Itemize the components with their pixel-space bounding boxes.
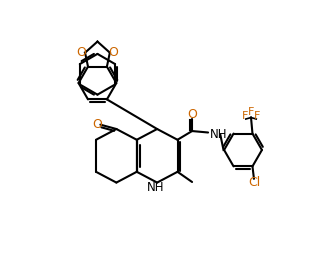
- Text: O: O: [187, 108, 197, 121]
- Text: NH: NH: [147, 181, 164, 194]
- Text: F: F: [248, 107, 254, 117]
- Text: O: O: [109, 46, 118, 59]
- Text: Cl: Cl: [248, 176, 260, 189]
- Text: O: O: [77, 46, 87, 59]
- Text: O: O: [92, 118, 102, 131]
- Text: F: F: [241, 111, 248, 121]
- Text: F: F: [254, 111, 261, 121]
- Text: NH: NH: [210, 128, 228, 141]
